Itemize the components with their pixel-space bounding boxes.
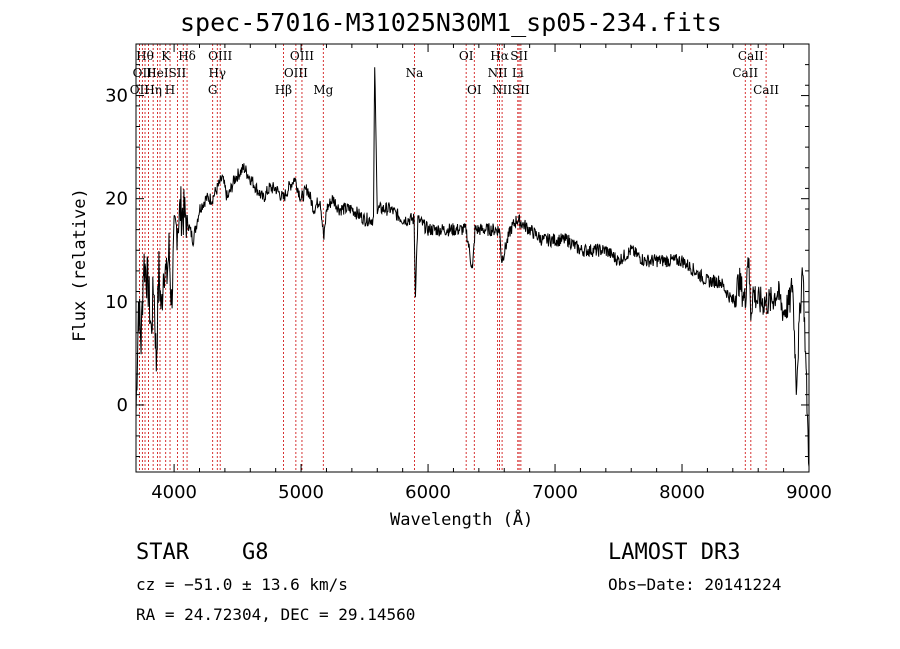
x-tick-label: 9000 — [786, 482, 832, 503]
line-label: CaII — [732, 66, 758, 80]
line-label: OI — [459, 49, 474, 63]
object-subclass: G8 — [242, 540, 269, 565]
line-label: Hθ — [136, 49, 154, 63]
survey-name: LAMOST DR3 — [608, 540, 741, 565]
x-tick-label: 7000 — [532, 482, 578, 503]
y-tick-label: 20 — [105, 189, 128, 210]
line-label: H — [165, 83, 175, 97]
object-class: STAR — [136, 540, 189, 565]
y-axis-label: Flux (relative) — [70, 188, 90, 342]
line-label: Na — [406, 66, 424, 80]
x-tick-label: 8000 — [659, 482, 705, 503]
line-label: CaII — [738, 49, 764, 63]
spectrum-line — [135, 67, 810, 467]
line-label: OII — [130, 83, 150, 97]
line-label: OII — [133, 66, 153, 80]
x-axis-label: Wavelength (Å) — [390, 510, 534, 530]
redshift-velocity: cz = −51.0 ± 13.6 km/s — [136, 575, 348, 594]
x-tick-label: 5000 — [278, 482, 324, 503]
line-label: NII — [492, 83, 512, 97]
line-label: OIII — [290, 49, 314, 63]
line-label: Hδ — [178, 49, 196, 63]
line-label: CaII — [753, 83, 779, 97]
x-tick-label: 4000 — [151, 482, 197, 503]
line-label: OIII — [284, 66, 308, 80]
line-label: Mg — [313, 83, 333, 97]
line-label: K — [161, 49, 171, 63]
line-label: Hγ — [208, 66, 226, 80]
line-label: SII — [512, 83, 530, 97]
line-label: SII — [169, 66, 187, 80]
plot-frame — [135, 43, 810, 473]
line-label: OIII — [208, 49, 232, 63]
line-label: Hη — [144, 83, 162, 97]
emission-line-markers — [139, 44, 767, 472]
observation-date: Obs−Date: 20141224 — [608, 575, 782, 594]
line-label: G — [208, 83, 218, 97]
axis-ticks: 4000 5000 6000 7000 8000 9000 0 10 20 30 — [105, 43, 832, 503]
line-label: Hβ — [275, 83, 292, 97]
line-label: NII — [488, 66, 508, 80]
y-tick-label: 10 — [105, 292, 128, 313]
y-tick-label: 0 — [117, 395, 128, 416]
line-label: HeI — [146, 66, 169, 80]
x-tick-label: 6000 — [405, 482, 451, 503]
line-labels: OII OII Hθ Hη HeI K H SII Hδ G Hγ OIII Hβ OIII OIII Mg N… — [130, 49, 779, 97]
line-label: Li — [512, 66, 524, 80]
line-label: Hα — [490, 49, 509, 63]
line-label: OI — [467, 83, 482, 97]
line-label: SII — [510, 49, 528, 63]
y-tick-label: 30 — [105, 86, 128, 107]
coordinates: RA = 24.72304, DEC = 29.14560 — [136, 605, 416, 624]
chart-title: spec-57016-M31025N30M1_sp05-234.fits — [180, 8, 722, 37]
